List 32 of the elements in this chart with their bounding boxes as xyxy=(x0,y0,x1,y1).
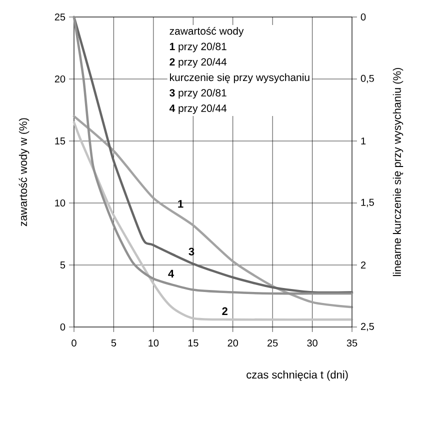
x-tick-label: 35 xyxy=(346,340,358,347)
series-label: 4 xyxy=(168,270,174,278)
y-tick-label: 20 xyxy=(54,75,66,83)
y-tick-label: 15 xyxy=(55,138,66,144)
x-tick-label: 10 xyxy=(148,340,159,347)
y-tick-label: 5 xyxy=(60,262,66,268)
y2-tick-label: 2 xyxy=(361,262,366,268)
x-tick-label: 15 xyxy=(188,340,198,346)
x-axis-title: czas schnięcia t (dni) xyxy=(246,370,348,381)
y2-tick-label: 1 xyxy=(361,138,366,144)
x-tick-label: 0 xyxy=(72,340,76,347)
y-tick-label: 0 xyxy=(60,323,66,331)
annotation: 4 przy 20/44 xyxy=(169,104,227,114)
x-tick-label: 20 xyxy=(228,340,238,347)
series-label: 1 xyxy=(178,200,184,208)
x-tick-label: 25 xyxy=(268,340,278,347)
annotation: 2 przy 20/44 xyxy=(170,58,227,68)
y2-tick-label: 1,5 xyxy=(361,198,374,208)
y-tick-label: 25 xyxy=(54,13,66,21)
series-label: 2 xyxy=(222,307,228,315)
y-axis-title: zawartość wody w (%) xyxy=(18,118,30,226)
x-tick-label: 5 xyxy=(111,340,116,346)
annotation: kurczenie się przy wysychaniu xyxy=(170,73,310,84)
x-tick-label: 30 xyxy=(307,340,318,347)
y2-tick-label: 0,5 xyxy=(360,74,374,84)
y2-tick-label: 2,5 xyxy=(361,322,374,332)
annotation: 1 przy 20/81 xyxy=(170,42,226,52)
y2-axis-title: linearne kurczenie się przy wysychaniu (%) xyxy=(392,68,404,276)
y-tick-label: 10 xyxy=(55,199,66,207)
annotation: 3 przy 20/81 xyxy=(170,88,226,99)
y2-tick-label: 0 xyxy=(360,13,366,21)
annotation: zawartość wody xyxy=(170,26,244,37)
